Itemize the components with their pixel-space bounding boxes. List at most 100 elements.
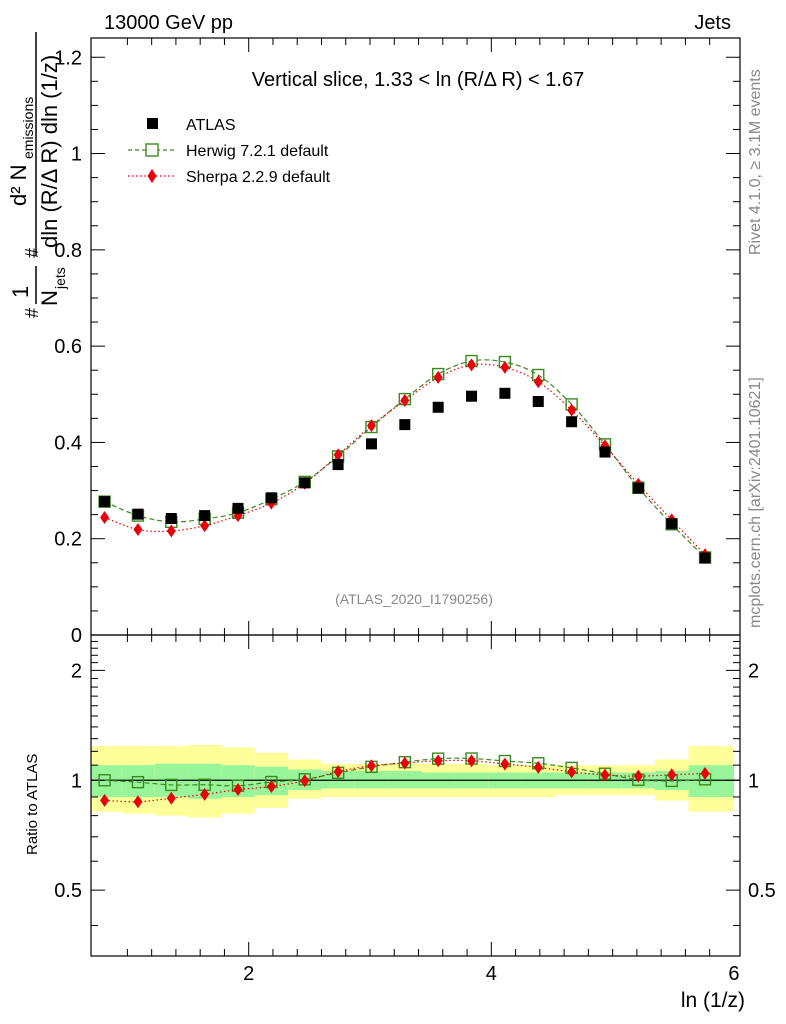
process-label: Jets <box>694 12 731 34</box>
legend-marker-atlas <box>147 118 158 129</box>
ratio-point-herwig <box>131 775 145 789</box>
ylabel-frac1-den: N <box>37 290 62 306</box>
main-point-atlas <box>432 401 444 413</box>
xlabel: ln (1/z) <box>681 989 745 1012</box>
main-point-atlas <box>332 459 344 471</box>
ratio-point-sherpa <box>200 787 210 801</box>
y-tick-label: 1 <box>71 144 82 166</box>
main-point-sherpa <box>366 419 376 433</box>
main-point-sherpa <box>133 523 143 537</box>
analysis-id: (ATLAS_2020_I1790256) <box>335 591 493 607</box>
legend-marker-herwig <box>145 143 159 157</box>
main-point-sherpa <box>233 509 243 523</box>
legend-label-atlas: ATLAS <box>186 117 236 134</box>
main-point-sherpa <box>433 370 443 384</box>
main-point-sherpa <box>500 360 510 374</box>
ylabel-hash-1: # <box>22 308 42 318</box>
ylabel-frac2-den: dln (R/Δ R) dln (1/z) <box>37 55 62 248</box>
main-point-atlas <box>299 477 311 489</box>
y-tick-label: 0 <box>71 625 82 647</box>
main-point-atlas <box>599 446 611 458</box>
ratio-point-sherpa <box>133 795 143 809</box>
main-point-atlas <box>265 492 277 504</box>
main-point-atlas <box>699 552 711 564</box>
ratio-panel: 2 4 6 0.5 0.5 1 1 2 2 <box>54 634 776 985</box>
y-tick-label: 0.6 <box>54 336 82 358</box>
main-point-sherpa <box>400 394 410 408</box>
ylabel-frac2-num: d² N <box>6 164 31 206</box>
ratio-point-sherpa <box>467 754 477 768</box>
main-point-sherpa <box>333 448 343 462</box>
ratio-point-sherpa <box>533 760 543 774</box>
main-point-atlas <box>632 482 644 494</box>
ratio-y-tick-label-right: 1 <box>748 770 759 792</box>
main-point-sherpa <box>200 519 210 533</box>
ratio-point-sherpa <box>166 791 176 805</box>
main-point-sherpa <box>533 375 543 389</box>
ylabel-frac1-num: 1 <box>8 286 33 298</box>
y-tick-label: 0.4 <box>54 432 82 454</box>
x-tick-label: 6 <box>728 963 739 985</box>
main-point-atlas <box>666 518 678 530</box>
legend-label-herwig: Herwig 7.2.1 default <box>186 143 329 160</box>
legend-marker-sherpa <box>147 169 157 183</box>
ratio-point-sherpa <box>333 765 343 779</box>
x-tick-label: 4 <box>486 963 497 985</box>
main-point-atlas <box>499 387 511 399</box>
main-point-sherpa <box>166 524 176 538</box>
main-line-sherpa <box>104 363 706 556</box>
ylabel-frac1-den-sub: jets <box>52 267 68 290</box>
ratio-band-stat <box>121 765 155 797</box>
ratio-ylabel: Ratio to ATLAS <box>24 754 41 855</box>
source-label: mcplots.cern.ch [arXiv:2401.10621] <box>747 377 764 628</box>
main-panel: 0 0.2 0.4 0.6 0.8 1 1.2 <box>54 37 741 647</box>
legend-label-sherpa: Sherpa 2.2.9 default <box>186 169 331 186</box>
main-point-atlas <box>399 419 411 431</box>
ratio-point-sherpa <box>567 765 577 779</box>
ratio-y-tick-label: 2 <box>71 660 82 682</box>
main-point-atlas <box>532 395 544 407</box>
ratio-point-herwig <box>165 778 178 792</box>
ylabel-frac2-num-sub: emissions <box>20 97 36 159</box>
ratio-y-tick-label: 0.5 <box>54 880 82 902</box>
ratio-point-sherpa <box>600 768 610 782</box>
y-tick-label: 0.2 <box>54 529 82 551</box>
main-point-atlas <box>199 510 211 522</box>
ratio-point-sherpa <box>667 768 677 782</box>
legend: ATLAS Herwig 7.2.1 default Sherpa 2.2.9 … <box>128 117 331 186</box>
rivet-label: Rivet 4.1.0, ≥ 3.1M events <box>747 69 764 255</box>
main-point-atlas <box>466 390 478 402</box>
main-point-atlas <box>132 508 144 520</box>
ratio-point-sherpa <box>633 769 643 783</box>
x-tick-label: 2 <box>243 963 254 985</box>
y-tick-label: 1.2 <box>54 47 82 69</box>
ratio-point-sherpa <box>433 754 443 768</box>
ratio-frame <box>90 634 741 957</box>
ratio-y-tick-label-right: 0.5 <box>748 880 776 902</box>
main-point-atlas <box>99 496 111 508</box>
main-point-atlas <box>232 502 244 514</box>
main-point-sherpa <box>467 358 477 372</box>
main-point-atlas <box>566 416 578 428</box>
ratio-point-sherpa <box>300 774 310 788</box>
energy-label: 13000 GeV pp <box>104 12 233 34</box>
chart-title: Vertical slice, 1.33 < ln (R/Δ R) < 1.67 <box>252 69 584 91</box>
main-point-atlas <box>165 512 177 524</box>
ratio-point-sherpa <box>100 793 110 807</box>
ratio-point-sherpa <box>233 783 243 797</box>
ratio-point-sherpa <box>400 756 410 770</box>
ratio-point-sherpa <box>700 766 710 780</box>
ratio-line-herwig <box>104 757 706 787</box>
ratio-y-tick-label: 1 <box>71 770 82 792</box>
main-point-sherpa <box>567 403 577 417</box>
ratio-point-sherpa <box>500 757 510 771</box>
main-point-atlas <box>365 438 377 450</box>
main-ylabel: # 1 N jets # d² N emissions dln (R/Δ R) … <box>6 32 68 318</box>
ratio-y-tick-label-right: 2 <box>748 660 759 682</box>
ratio-point-herwig <box>98 774 111 787</box>
ylabel-hash-2: # <box>22 248 42 258</box>
ratio-point-sherpa <box>366 759 376 773</box>
main-point-sherpa <box>100 511 110 525</box>
ratio-point-sherpa <box>266 780 276 794</box>
